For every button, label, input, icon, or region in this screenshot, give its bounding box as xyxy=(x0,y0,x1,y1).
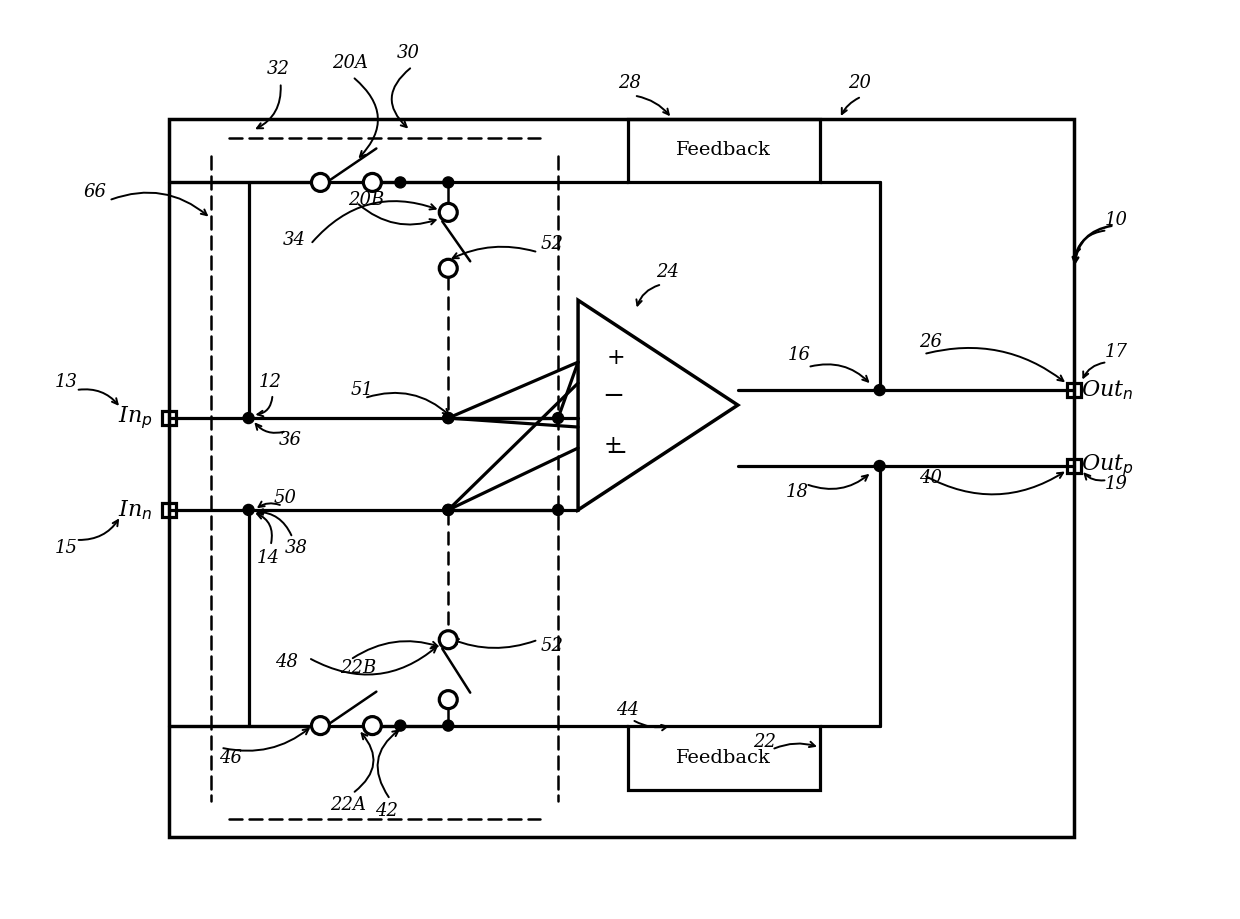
Circle shape xyxy=(443,177,454,187)
Text: 48: 48 xyxy=(275,652,299,671)
Text: 28: 28 xyxy=(619,74,641,92)
Text: 36: 36 xyxy=(279,431,303,449)
Text: In$_p$: In$_p$ xyxy=(118,404,153,431)
Text: 17: 17 xyxy=(1105,343,1127,361)
Circle shape xyxy=(243,505,254,516)
Text: Out$_n$: Out$_n$ xyxy=(1081,379,1133,402)
Bar xyxy=(1068,383,1081,397)
Bar xyxy=(1068,459,1081,473)
Circle shape xyxy=(443,413,454,424)
Circle shape xyxy=(311,174,330,191)
Bar xyxy=(161,503,176,516)
Text: 22: 22 xyxy=(753,732,776,751)
Text: 30: 30 xyxy=(397,43,420,62)
Text: 20A: 20A xyxy=(332,53,368,72)
Text: 18: 18 xyxy=(786,483,810,501)
Text: Out$_p$: Out$_p$ xyxy=(1081,452,1135,480)
Text: 12: 12 xyxy=(259,373,281,391)
Text: 34: 34 xyxy=(283,232,305,249)
Circle shape xyxy=(443,413,454,424)
Text: 14: 14 xyxy=(257,549,280,567)
Text: 13: 13 xyxy=(55,373,77,391)
Text: In$_n$: In$_n$ xyxy=(118,498,153,522)
Text: 20B: 20B xyxy=(348,191,384,210)
Text: 24: 24 xyxy=(656,263,680,281)
Text: 26: 26 xyxy=(920,334,942,351)
Circle shape xyxy=(439,691,458,709)
Bar xyxy=(627,119,820,182)
Text: 46: 46 xyxy=(218,749,242,766)
Circle shape xyxy=(443,720,454,732)
Circle shape xyxy=(311,717,330,734)
Circle shape xyxy=(443,505,454,516)
Circle shape xyxy=(439,203,458,221)
Text: +: + xyxy=(606,347,625,369)
Text: 15: 15 xyxy=(55,539,77,557)
Text: 19: 19 xyxy=(1105,475,1127,493)
Text: 38: 38 xyxy=(285,539,308,557)
Text: 10: 10 xyxy=(1105,211,1127,230)
Text: Feedback: Feedback xyxy=(676,142,771,160)
Circle shape xyxy=(874,385,885,395)
Text: −: − xyxy=(601,382,624,408)
Text: 40: 40 xyxy=(920,469,942,487)
Text: 32: 32 xyxy=(267,60,290,77)
Circle shape xyxy=(553,505,564,516)
Bar xyxy=(161,411,176,425)
Text: 42: 42 xyxy=(374,802,398,821)
Circle shape xyxy=(394,177,405,187)
Text: 22A: 22A xyxy=(330,797,366,814)
Text: −: − xyxy=(605,439,627,464)
Circle shape xyxy=(439,630,458,649)
Circle shape xyxy=(553,413,564,424)
Circle shape xyxy=(443,505,454,516)
Text: 52: 52 xyxy=(541,235,563,254)
Circle shape xyxy=(243,413,254,424)
Text: 50: 50 xyxy=(274,489,298,507)
Bar xyxy=(627,726,820,789)
Text: +: + xyxy=(604,434,622,456)
Text: Feedback: Feedback xyxy=(676,749,771,766)
Bar xyxy=(169,119,1074,837)
Text: 16: 16 xyxy=(789,346,811,364)
Circle shape xyxy=(439,259,458,278)
Text: 20: 20 xyxy=(848,74,872,92)
Text: 51: 51 xyxy=(351,381,374,399)
Text: 66: 66 xyxy=(83,184,107,201)
Circle shape xyxy=(874,460,885,471)
Circle shape xyxy=(363,174,382,191)
Text: 44: 44 xyxy=(616,700,640,719)
Text: 22B: 22B xyxy=(341,659,377,676)
Text: 52: 52 xyxy=(541,637,563,654)
Circle shape xyxy=(394,720,405,732)
Circle shape xyxy=(363,717,382,734)
